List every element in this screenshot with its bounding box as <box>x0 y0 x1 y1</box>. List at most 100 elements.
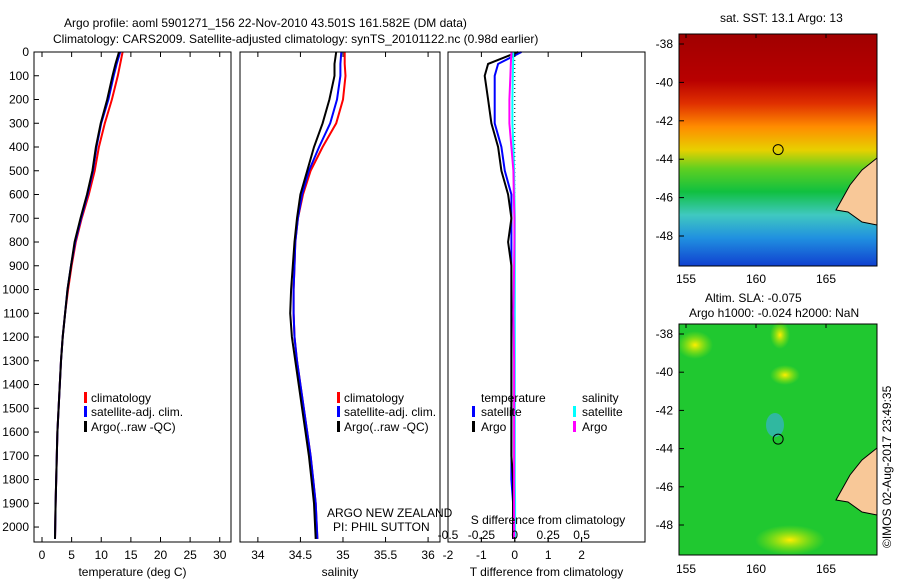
y-tick-label: 1800 <box>2 473 29 487</box>
y-tick-label: 500 <box>9 164 29 178</box>
x-tick-label: 0 <box>511 548 518 562</box>
lat-tick-label: -40 <box>656 365 674 379</box>
legend-swatch-t-satellite <box>472 406 475 417</box>
y-tick-label: 1600 <box>2 425 29 439</box>
legend-label: climatology <box>344 391 404 405</box>
lon-tick-label: 155 <box>676 562 696 576</box>
annotation-pi: PI: PHIL SUTTON <box>333 520 430 534</box>
temperature-panel: 0 5 10 15 20 25 30 temperature (deg C) 0 100 200 30… <box>2 45 232 579</box>
lon-tick-label: 165 <box>816 272 836 286</box>
sla-anomaly <box>770 321 790 349</box>
sla-anomaly <box>677 331 713 359</box>
series-line-s-argo <box>508 51 516 539</box>
y-tick-label: 0 <box>22 45 29 59</box>
x-tick-label: 15 <box>124 548 138 562</box>
x-tick-label: 2 <box>578 548 585 562</box>
lat-tick-label: -38 <box>656 327 674 341</box>
x2-tick-label: 0 <box>511 528 518 542</box>
lat-tick-label: -40 <box>656 75 674 89</box>
y-tick-label: 1300 <box>2 354 29 368</box>
series-line-t-satellite <box>493 51 522 539</box>
legend-label: Argo(..raw -QC) <box>344 420 429 434</box>
y-tick-label: 400 <box>9 140 29 154</box>
legend-label: satellite <box>582 405 623 419</box>
x-tick-label: 0 <box>39 548 46 562</box>
y-tick-label: 1900 <box>2 496 29 510</box>
series-line-climatology <box>54 51 124 539</box>
y-tick-label: 2000 <box>2 520 29 534</box>
legend-title-temperature: temperature <box>481 391 546 405</box>
x-tick-label: 35.5 <box>374 548 398 562</box>
legend-swatch-t-argo <box>472 421 475 432</box>
legend-label: satellite-adj. clim. <box>91 405 183 419</box>
x2-tick-label: -0.25 <box>468 528 496 542</box>
lat-tick-label: -46 <box>656 191 674 205</box>
salinity-panel: 34 34.5 35 35.5 36 salinity <box>239 51 441 579</box>
x2-tick-label: -0.5 <box>438 528 459 542</box>
x-axis-label: temperature (deg C) <box>78 565 186 579</box>
difference-legend: temperature salinity satellite Argo sate… <box>472 391 623 434</box>
sla-map-title-1: Altim. SLA: -0.075 <box>705 291 802 305</box>
x-tick-label: 35 <box>336 548 350 562</box>
float-position-marker <box>772 433 784 445</box>
y-tick-label: 900 <box>9 259 29 273</box>
plot-frame <box>239 51 441 543</box>
legend-label: climatology <box>91 391 151 405</box>
legend-swatch-climatology <box>84 392 87 403</box>
x-tick-label: 30 <box>213 548 227 562</box>
lat-tick-label: -42 <box>656 114 674 128</box>
x-tick-label: 36 <box>421 548 435 562</box>
lat-tick-label: -46 <box>656 480 674 494</box>
legend-label: satellite-adj. clim. <box>344 405 436 419</box>
annotation-institution: ARGO NEW ZEALAND <box>327 506 453 520</box>
lat-tick-label: -48 <box>656 518 674 532</box>
x-tick-label: 34 <box>251 548 265 562</box>
lat-tick-label: -38 <box>656 37 674 51</box>
lat-tick-label: -48 <box>656 229 674 243</box>
y-tick-label: 600 <box>9 188 29 202</box>
series-line-climatology <box>292 52 347 539</box>
legend-label: Argo <box>481 420 507 434</box>
legend-swatch-climatology <box>337 392 340 403</box>
sst-map-title: sat. SST: 13.1 Argo: 13 <box>720 11 843 25</box>
y-tick-label: 800 <box>9 235 29 249</box>
difference-panel: -2 -1 0 1 2 T difference from climatology -0.5… <box>438 51 646 579</box>
series-line-argo-raw-qc- <box>289 51 338 539</box>
float-position-marker <box>772 144 784 156</box>
y-tick-label: 300 <box>9 116 29 130</box>
x-tick-label: 25 <box>183 548 197 562</box>
plot-frame <box>447 51 646 543</box>
lat-tick-label: -44 <box>656 152 674 166</box>
x-axis-label: salinity <box>322 565 359 579</box>
x-tick-label: 1 <box>545 548 552 562</box>
x2-tick-label: 0.25 <box>536 528 560 542</box>
x-axis-label: T difference from climatology <box>470 565 624 579</box>
lat-tick-label: -44 <box>656 442 674 456</box>
sst-map-frame <box>678 33 878 267</box>
x-tick-label: 34.5 <box>289 548 313 562</box>
credit-text: ©IMOS 02-Aug-2017 23:49:35 <box>880 385 894 548</box>
legend-label: satellite <box>481 405 522 419</box>
sla-field <box>679 324 877 555</box>
x-tick-label: -1 <box>476 548 487 562</box>
sst-map: 155 160 165 -38 -40 -42 -44 -46 -48 <box>656 33 878 286</box>
x-tick-label: -2 <box>443 548 454 562</box>
y-tick-label: 1200 <box>2 330 29 344</box>
lon-tick-label: 160 <box>746 272 766 286</box>
legend-swatch-argo <box>84 421 87 432</box>
legend-label: Argo <box>582 420 608 434</box>
y-tick-label: 200 <box>9 93 29 107</box>
y-tick-label: 1000 <box>2 283 29 297</box>
x-tick-label: 20 <box>154 548 168 562</box>
lon-tick-label: 160 <box>746 562 766 576</box>
sla-anomaly <box>766 413 784 437</box>
legend-title-salinity: salinity <box>582 391 619 405</box>
legend-swatch-argo <box>337 421 340 432</box>
legend-swatch-s-satellite <box>573 406 576 417</box>
title-line-2: Climatology: CARS2009. Satellite-adjuste… <box>53 32 538 46</box>
sla-map: 155 160 165 -38 -40 -42 -44 -46 -48 <box>656 321 878 576</box>
x-tick-label: 10 <box>95 548 109 562</box>
sla-anomaly <box>755 525 825 555</box>
title-line-1: Argo profile: aoml 5901271_156 22-Nov-20… <box>64 16 467 30</box>
